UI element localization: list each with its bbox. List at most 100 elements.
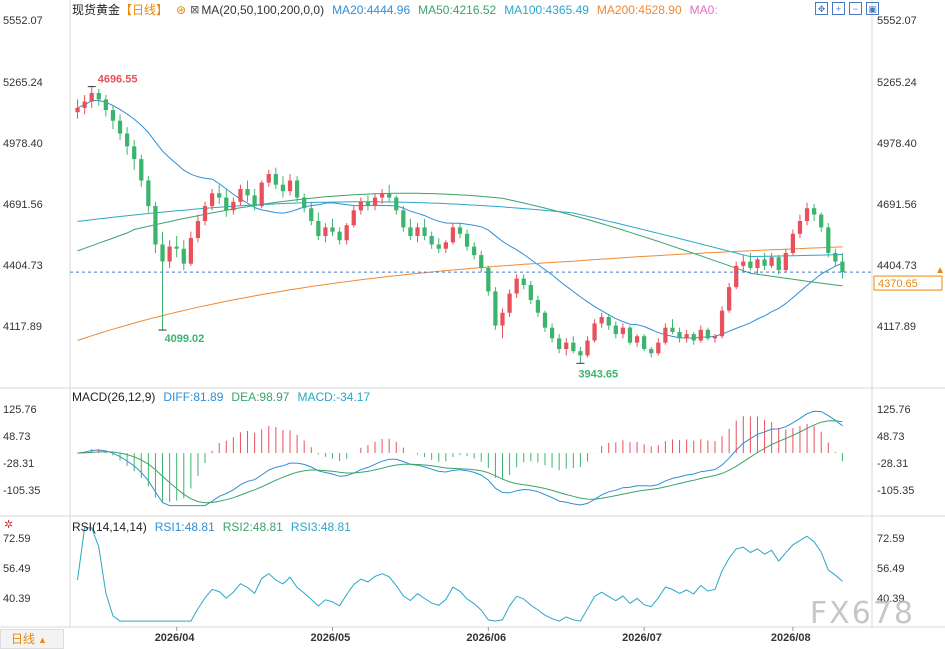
candle-body <box>124 133 130 147</box>
candle-body <box>436 244 441 249</box>
candle-body <box>302 197 307 209</box>
y-tick-right: 5265.24 <box>877 77 917 89</box>
candle-body <box>103 99 108 111</box>
candle-body <box>217 193 222 198</box>
annotation-low-second: 3943.65 <box>578 368 618 380</box>
rsi-legend: RSI(14,14,14) RSI1:48.81 RSI2:48.81 RSI3… <box>72 520 351 534</box>
settings-icon[interactable]: ⊛ <box>176 3 187 17</box>
ma-params: MA(20,50,100,200,0,0) <box>201 3 325 17</box>
candle-body <box>741 261 746 266</box>
candle-body <box>649 349 654 354</box>
candle-body <box>684 334 689 339</box>
rsi3-value: RSI3:48.81 <box>290 520 351 534</box>
period-switch-button[interactable]: 日线 ▲ <box>0 629 64 649</box>
candle-body <box>117 120 123 134</box>
candle-body <box>819 214 824 228</box>
candle-body <box>712 336 718 339</box>
candle-body <box>656 342 661 354</box>
restore-icon[interactable]: ▣ <box>866 2 879 15</box>
candle-body <box>557 338 562 350</box>
y-tick-right: 5552.07 <box>877 15 917 27</box>
candle-body <box>323 227 328 236</box>
candle-body <box>238 188 243 202</box>
rsi1-value: RSI1:48.81 <box>154 520 215 534</box>
candle-body <box>790 233 796 254</box>
macd-tick-left: -105.35 <box>3 485 40 497</box>
candle-body <box>663 327 668 343</box>
zoom-in-icon[interactable]: + <box>832 2 845 15</box>
candle-body <box>507 293 512 313</box>
macd-tick-right: 125.76 <box>877 404 911 416</box>
period-switch-label: 日线 <box>11 632 36 646</box>
x-axis-label: 2026/05 <box>311 632 351 644</box>
candle-body <box>344 225 349 241</box>
caret-up-icon: ▲ <box>38 635 47 645</box>
candle-body <box>365 201 371 207</box>
candle-body <box>642 336 647 350</box>
rsi-settings-icon[interactable]: ✲ <box>4 519 14 531</box>
candle-body <box>585 340 590 356</box>
zoom-out-icon[interactable]: − <box>849 2 862 15</box>
candle-body <box>273 174 278 185</box>
candle-body <box>804 208 810 222</box>
rsi-tick-left: 56.49 <box>3 563 31 575</box>
candle-body <box>167 246 172 262</box>
instrument-title: 现货黄金 <box>72 3 121 17</box>
main-legend: 现货黄金 【日线】 ⊛ ⊠ MA(20,50,100,200,0,0) MA20… <box>72 3 718 17</box>
candle-body <box>280 184 286 192</box>
period-label[interactable]: 【日线】 <box>120 3 169 17</box>
macd-tick-right: -105.35 <box>877 485 914 497</box>
candle-body <box>231 201 236 211</box>
candle-body <box>592 323 597 341</box>
ma100-value: MA100:4365.49 <box>504 3 589 17</box>
candle-body <box>719 310 725 337</box>
rsi-tick-right: 40.39 <box>877 593 905 605</box>
candle-body <box>691 334 696 341</box>
candle-body <box>797 221 803 234</box>
macd-diff: DIFF:81.89 <box>163 390 224 404</box>
y-tick-left: 4691.56 <box>3 199 43 211</box>
candle-body <box>224 197 229 211</box>
candle-body <box>316 221 321 236</box>
rsi-tick-right: 56.49 <box>877 563 905 575</box>
candle-body <box>840 261 845 273</box>
candle-body <box>209 193 215 207</box>
watermark-logo: FX678 <box>809 596 915 631</box>
candle-body <box>606 317 611 326</box>
candle-body <box>358 201 363 211</box>
candle-body <box>401 210 406 228</box>
x-axis-label: 2026/06 <box>466 632 506 644</box>
candle-body <box>195 221 201 239</box>
candle-body <box>96 92 101 100</box>
move-icon[interactable]: ✥ <box>815 2 828 15</box>
y-tick-left: 4404.73 <box>3 260 43 272</box>
rsi-tick-left: 40.39 <box>3 593 31 605</box>
candle-body <box>337 231 342 241</box>
rsi-title: RSI(14,14,14) <box>72 520 147 534</box>
candle-body <box>727 287 732 311</box>
x-axis-label: 2026/08 <box>771 632 811 644</box>
candle-body <box>464 233 470 247</box>
ma0-value: MA0: <box>689 3 718 17</box>
candle-body <box>783 253 788 271</box>
x-axis-label: 2026/04 <box>155 632 196 644</box>
candle-body <box>769 257 774 266</box>
candle-body <box>394 197 399 211</box>
candle-body <box>698 329 703 341</box>
candle-body <box>812 208 817 215</box>
current-price-box <box>873 275 943 291</box>
y-tick-left: 5265.24 <box>3 77 43 89</box>
candle-body <box>132 146 137 160</box>
candle-body <box>146 180 151 207</box>
indicator-icon[interactable]: ⊠ <box>190 4 200 16</box>
candle-body <box>422 227 427 236</box>
macd-tick-left: 48.73 <box>3 431 31 443</box>
candle-body <box>379 193 385 198</box>
candle-body <box>762 259 767 266</box>
macd-dea-line <box>77 420 843 504</box>
rsi-line <box>77 527 843 622</box>
candle-body <box>549 327 555 339</box>
candle-body <box>599 317 604 324</box>
candle-body <box>372 197 378 207</box>
